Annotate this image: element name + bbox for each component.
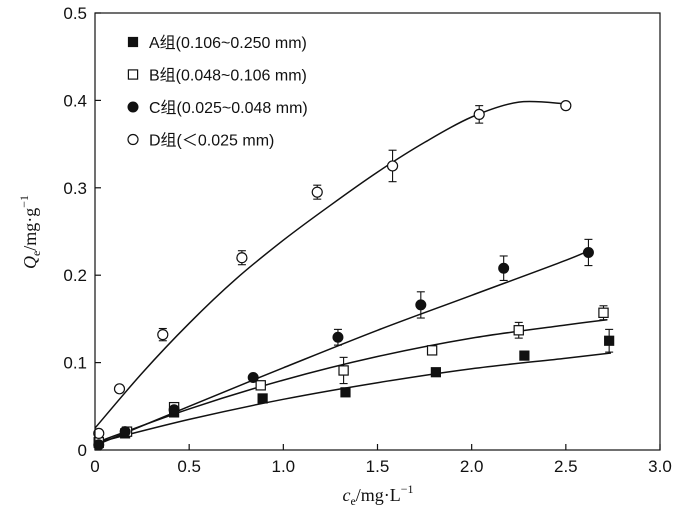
series-c-point <box>415 299 427 311</box>
series-b-point <box>426 345 438 356</box>
series-b-point <box>255 380 266 391</box>
series-a-point <box>604 335 615 346</box>
series-d-point <box>560 100 572 112</box>
y-tick-label: 0.1 <box>63 354 87 373</box>
x-tick-label: 0.5 <box>177 457 201 476</box>
x-tick-label: 2.5 <box>554 457 578 476</box>
series-c-point <box>168 404 180 416</box>
series-d-legend-label: D组(＜0.025 mm) <box>149 132 274 150</box>
x-tick-label: 3.0 <box>648 457 672 476</box>
series-b-fit-line <box>94 319 608 444</box>
series-a-point <box>257 393 268 404</box>
series-d-point <box>93 427 105 439</box>
series-a-legend-marker <box>127 36 139 48</box>
y-tick-label: 0.4 <box>63 91 87 110</box>
series-d-point <box>236 252 248 264</box>
series-c-point <box>582 246 594 258</box>
legend: A组(0.106~0.250 mm) B组(0.048~0.106 mm) C组(0… <box>127 34 308 150</box>
series-c-point <box>332 331 344 343</box>
series-c-legend-marker <box>127 101 139 113</box>
data-markers <box>93 100 615 451</box>
series-d-point <box>113 383 126 395</box>
fit-curves <box>94 100 612 447</box>
series-a-point <box>519 350 530 361</box>
series-a-point <box>430 367 441 378</box>
y-tick-label: 0.3 <box>63 179 87 198</box>
series-d-point <box>473 108 485 120</box>
series-c-legend-label: C组(0.025~0.048 mm) <box>149 99 308 117</box>
series-d-fit-line <box>94 100 566 429</box>
series-b-point <box>513 325 524 336</box>
y-tick-label: 0.2 <box>63 266 87 285</box>
x-axis-title: ce/mg·L−1 <box>342 482 413 508</box>
series-d-point <box>157 329 169 341</box>
series-a-fit-line <box>94 352 612 444</box>
series-b-point <box>338 365 349 376</box>
series-c-point <box>498 262 510 274</box>
series-a-point <box>340 387 351 398</box>
series-d-point <box>386 160 399 172</box>
ticks: 0 0.5 1.0 1.5 2.0 2.5 3.0 0 0.1 0.2 0.3 0.4 0.5 <box>63 4 671 476</box>
x-tick-label: 1.5 <box>366 457 390 476</box>
series-d-legend-marker <box>127 133 139 146</box>
series-a-legend-label: A组(0.106~0.250 mm) <box>149 34 307 52</box>
x-tick-label: 0 <box>90 457 99 476</box>
y-tick-label: 0.5 <box>63 4 87 23</box>
x-tick-label: 1.0 <box>272 457 296 476</box>
series-c-point <box>247 371 259 383</box>
series-b-legend-label: B组(0.048~0.106 mm) <box>149 67 307 85</box>
series-b-point <box>598 307 609 318</box>
y-axis-title: Qe/mg·g−1 <box>17 195 43 269</box>
series-c-point <box>119 426 131 438</box>
series-d-point <box>311 186 323 198</box>
series-c-fit-line <box>94 248 593 447</box>
series-b-legend-marker <box>127 69 139 80</box>
y-tick-label: 0 <box>78 441 87 460</box>
error-bars <box>94 101 614 448</box>
x-tick-label: 2.0 <box>460 457 484 476</box>
